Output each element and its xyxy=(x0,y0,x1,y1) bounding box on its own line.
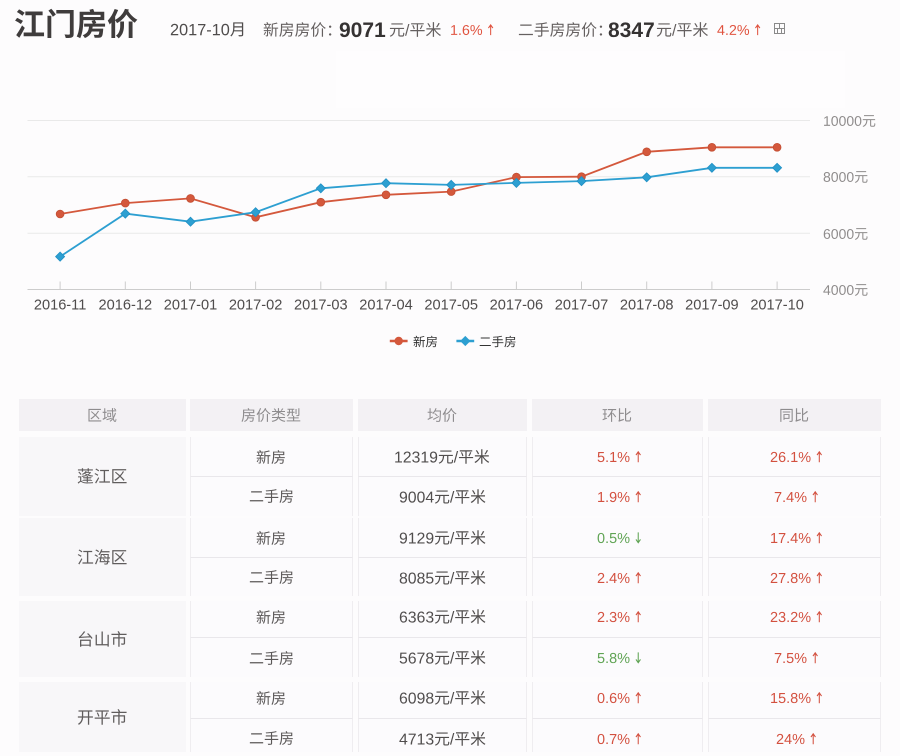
svg-text:2017-09: 2017-09 xyxy=(685,297,739,313)
svg-text:2017-01: 2017-01 xyxy=(164,297,218,313)
svg-text:2017-02: 2017-02 xyxy=(229,297,283,313)
svg-text:2017-07: 2017-07 xyxy=(555,297,609,313)
svg-text:2017-08: 2017-08 xyxy=(620,297,674,313)
svg-text:2017-03: 2017-03 xyxy=(294,297,348,313)
svg-text:2016-11: 2016-11 xyxy=(34,297,86,313)
svg-text:2017-05: 2017-05 xyxy=(424,297,478,313)
svg-text:2017-04: 2017-04 xyxy=(359,297,413,313)
svg-text:2017-10: 2017-10 xyxy=(750,297,804,313)
svg-text:2017-06: 2017-06 xyxy=(490,297,544,313)
svg-text:2016-12: 2016-12 xyxy=(99,297,153,313)
